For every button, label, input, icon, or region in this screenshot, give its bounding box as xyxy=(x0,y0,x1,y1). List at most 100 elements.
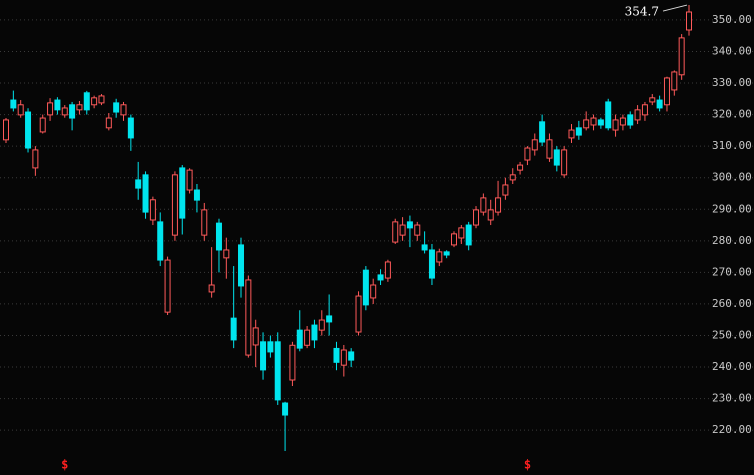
candle-body xyxy=(17,104,24,116)
candle-body xyxy=(362,269,369,306)
candle-body xyxy=(678,37,685,76)
candle-body xyxy=(539,121,546,143)
candle-body xyxy=(370,284,377,299)
candle-body xyxy=(179,167,186,219)
dividend-marker: $ xyxy=(524,458,531,472)
candle-body xyxy=(355,295,362,333)
candle-body xyxy=(480,197,487,213)
candle-body xyxy=(561,149,568,176)
candle-body xyxy=(98,95,105,104)
candle-body xyxy=(208,284,215,293)
candle-body xyxy=(289,344,296,381)
candle-body xyxy=(304,329,311,346)
candle-body xyxy=(473,209,480,226)
candle-body xyxy=(245,279,252,356)
y-tick-label: 310.00 xyxy=(712,139,752,152)
candle-body xyxy=(502,184,509,196)
candle-body xyxy=(135,179,142,189)
candle-body xyxy=(686,11,692,31)
y-tick-label: 220.00 xyxy=(712,423,752,436)
candle-body xyxy=(384,261,391,279)
candle-body xyxy=(127,117,134,139)
candle-body xyxy=(443,251,450,256)
candle-body xyxy=(641,104,648,116)
candle-body xyxy=(149,199,156,221)
candle-body xyxy=(282,402,289,416)
candle-body xyxy=(238,244,245,287)
candle-body xyxy=(83,92,90,111)
candle-body xyxy=(487,209,494,221)
candle-body xyxy=(25,111,32,149)
candle-body xyxy=(76,104,83,111)
candle-body xyxy=(450,233,457,246)
candle-body xyxy=(32,149,39,169)
candle-body xyxy=(421,244,428,251)
candle-body xyxy=(267,341,274,353)
candle-body xyxy=(260,341,267,371)
candle-body xyxy=(142,174,149,213)
candle-body xyxy=(47,102,54,116)
candle-body xyxy=(627,114,634,126)
candle-body xyxy=(164,259,171,313)
candle-body xyxy=(612,119,619,131)
candle-body xyxy=(575,127,582,136)
candle-body xyxy=(274,341,281,401)
y-tick-label: 280.00 xyxy=(712,234,752,247)
candle-body xyxy=(671,71,678,91)
candle-body xyxy=(201,209,208,236)
candle-body xyxy=(39,117,46,133)
candle-body xyxy=(296,329,303,349)
candle-body xyxy=(428,249,435,279)
candle-body xyxy=(113,102,120,113)
candle-body xyxy=(436,251,443,263)
y-tick-label: 290.00 xyxy=(712,202,752,215)
annotation-arrow xyxy=(662,4,688,12)
y-tick-label: 260.00 xyxy=(712,297,752,310)
candle-body xyxy=(252,327,259,346)
y-tick-label: 230.00 xyxy=(712,392,752,405)
candle-body xyxy=(326,315,333,323)
candle-body xyxy=(465,224,472,246)
candle-body xyxy=(517,164,524,171)
candle-body xyxy=(597,119,604,126)
y-tick-label: 250.00 xyxy=(712,328,752,341)
candle-body xyxy=(3,119,9,141)
candle-body xyxy=(619,117,626,126)
y-tick-label: 320.00 xyxy=(712,108,752,121)
y-tick-label: 270.00 xyxy=(712,265,752,278)
candle-body xyxy=(458,227,465,239)
dividend-marker: $ xyxy=(61,458,68,472)
candle-body xyxy=(605,101,612,129)
candle-body xyxy=(583,119,590,129)
y-tick-label: 340.00 xyxy=(712,44,752,57)
candle-body xyxy=(10,99,17,109)
candle-body xyxy=(340,349,347,366)
max-annotation: 354.7 xyxy=(625,5,659,19)
y-tick-label: 300.00 xyxy=(712,171,752,184)
candle-body xyxy=(61,107,68,116)
candle-body xyxy=(54,99,61,111)
candle-body xyxy=(333,347,340,363)
y-tick-label: 240.00 xyxy=(712,360,752,373)
candle-body xyxy=(186,169,193,191)
candle-body xyxy=(171,174,178,236)
candle-body xyxy=(223,249,230,259)
candle-body xyxy=(590,117,597,126)
candle-body xyxy=(509,174,516,181)
candle-body xyxy=(524,147,531,161)
candle-body xyxy=(215,222,222,251)
candle-body xyxy=(568,129,575,139)
candle-body xyxy=(157,221,164,261)
candle-body xyxy=(230,317,237,341)
candle-body xyxy=(634,109,641,121)
candle-body xyxy=(120,104,127,116)
candle-body xyxy=(193,189,200,201)
candle-body xyxy=(377,274,384,281)
candle-body xyxy=(531,139,538,151)
candle-body xyxy=(656,99,663,109)
candle-body xyxy=(663,77,670,106)
candle-body xyxy=(69,104,76,119)
candle-body xyxy=(546,139,553,159)
candle-body xyxy=(406,221,413,229)
